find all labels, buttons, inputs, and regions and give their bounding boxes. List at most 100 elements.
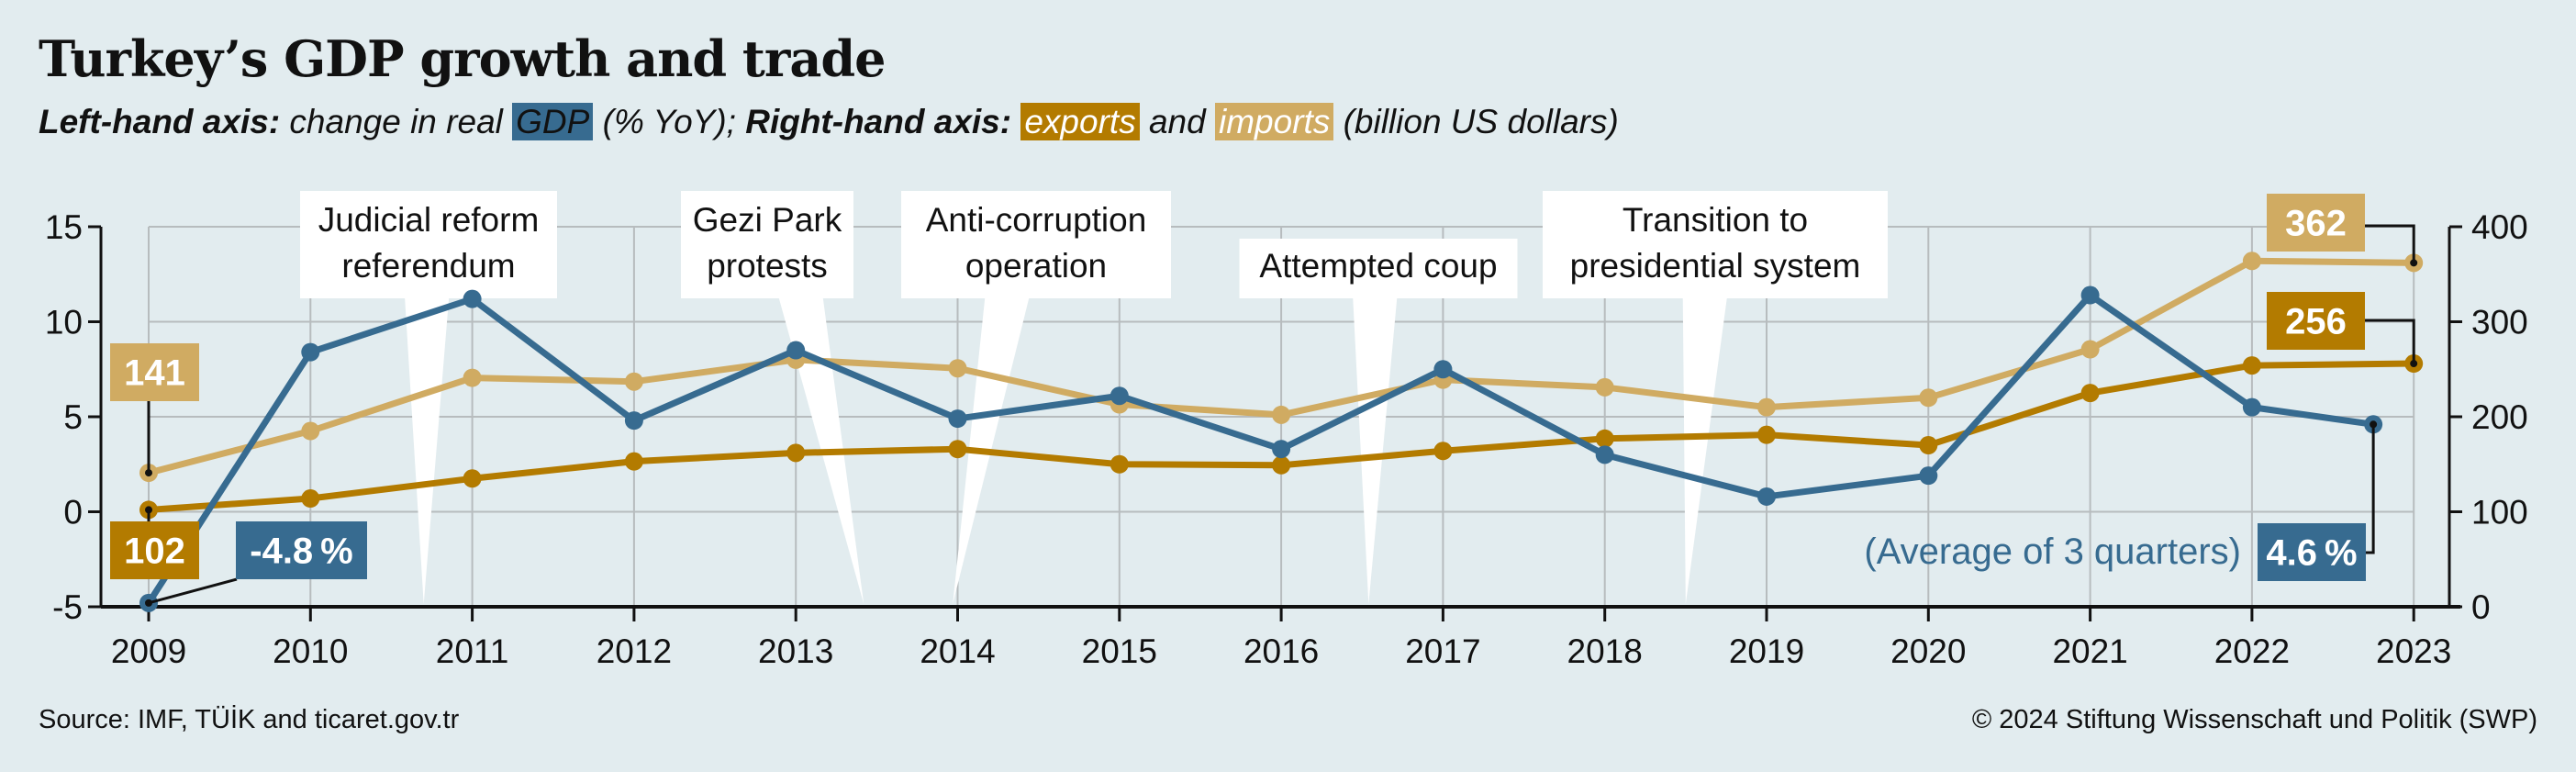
leader-dot bbox=[145, 599, 152, 607]
x-axis-tick-label: 2018 bbox=[1567, 632, 1643, 670]
annotation-callout: Gezi Park protests bbox=[681, 191, 864, 604]
annotation-text: operation bbox=[965, 247, 1107, 285]
annotation-pointer bbox=[405, 298, 450, 604]
annotations: Judicial reform referendum Gezi Park protes… bbox=[300, 191, 1888, 604]
x-axis-tick-label: 2009 bbox=[111, 632, 186, 670]
data-point-imports bbox=[1757, 397, 1776, 417]
data-point-gdp bbox=[2242, 397, 2261, 417]
data-point-exports bbox=[463, 469, 482, 488]
data-point-gdp bbox=[1433, 360, 1453, 379]
annotation-callout: Transition to presidential system bbox=[1543, 191, 1888, 604]
data-point-exports bbox=[2080, 384, 2100, 403]
left-axis-tick-label: 15 bbox=[45, 208, 83, 246]
data-point-imports bbox=[301, 421, 320, 441]
x-axis-tick-label: 2012 bbox=[597, 632, 672, 670]
leader-dot bbox=[2370, 420, 2378, 429]
data-point-gdp bbox=[2080, 285, 2100, 305]
data-point-imports bbox=[1272, 405, 1291, 424]
x-axis-tick-label: 2022 bbox=[2214, 632, 2290, 670]
right-axis-tick-label: 200 bbox=[2471, 398, 2528, 436]
data-point-imports bbox=[948, 359, 967, 378]
leader-line bbox=[2365, 224, 2415, 263]
data-point-imports bbox=[463, 368, 482, 387]
annotation-text: Transition to bbox=[1623, 201, 1808, 239]
value-label-box bbox=[110, 521, 199, 579]
chart-subtitle: Left-hand axis: change in real GDP (% Yo… bbox=[39, 103, 1619, 141]
value-label-text: 256 bbox=[2285, 302, 2347, 342]
leader-line bbox=[2365, 319, 2415, 364]
data-point-gdp bbox=[463, 289, 482, 308]
annotation-box bbox=[1543, 191, 1888, 298]
x-axis-tick-label: 2015 bbox=[1082, 632, 1157, 670]
data-point-exports bbox=[624, 452, 643, 471]
annotation-box bbox=[681, 191, 853, 298]
left-axis-unit: (% YoY); bbox=[593, 103, 746, 140]
data-point-exports bbox=[1919, 436, 1938, 455]
left-axis-label: Left-hand axis: bbox=[39, 103, 281, 140]
gdp-average-note: (Average of 3 quarters) bbox=[1864, 531, 2241, 572]
x-axis-tick-label: 2014 bbox=[920, 632, 995, 670]
left-axis-tick-label: 0 bbox=[63, 494, 83, 531]
data-point-gdp bbox=[1919, 466, 1938, 486]
annotation-text: presidential system bbox=[1570, 247, 1861, 285]
annotation-text: Attempted coup bbox=[1259, 247, 1497, 285]
leader-line bbox=[2366, 424, 2375, 554]
axes: -5 0 5 10 15 0 100 200 300 400 2009 2010 2011 2012 201… bbox=[45, 208, 2528, 670]
value-label-exports-2023: 256 bbox=[2267, 292, 2418, 368]
left-axis-tick-label: -5 bbox=[52, 588, 83, 626]
value-label-box bbox=[2258, 523, 2366, 581]
data-point-gdp bbox=[624, 411, 643, 431]
data-point-exports bbox=[1433, 442, 1453, 461]
data-point-imports bbox=[2080, 340, 2100, 359]
data-point-exports bbox=[948, 440, 967, 459]
value-label-gdp-2009: -4.8 % bbox=[145, 521, 367, 607]
annotation-callout: Anti-corruption operation bbox=[901, 191, 1171, 604]
data-point-imports bbox=[1595, 377, 1614, 397]
x-axis-tick-label: 2023 bbox=[2376, 632, 2451, 670]
value-label-exports-2009: 102 bbox=[110, 506, 199, 579]
data-point-exports bbox=[301, 489, 320, 509]
legend-imports-chip: imports bbox=[1215, 103, 1334, 140]
series-exports bbox=[139, 354, 2424, 520]
value-label-text: 141 bbox=[124, 353, 185, 394]
x-axis-tick-label: 2019 bbox=[1729, 632, 1804, 670]
annotation-callout: Judicial reform referendum bbox=[300, 191, 557, 604]
annotation-text: Judicial reform bbox=[318, 201, 540, 239]
value-label-text: 4.6 % bbox=[2266, 533, 2357, 574]
left-axis-tick-label: 5 bbox=[63, 398, 83, 436]
value-label-text: -4.8 % bbox=[250, 531, 353, 572]
leader-dot bbox=[2410, 259, 2418, 267]
value-label-box bbox=[2267, 194, 2365, 252]
value-label-imports-2023: 362 bbox=[2267, 194, 2418, 267]
data-point-exports bbox=[1595, 429, 1614, 448]
annotation-box bbox=[901, 191, 1171, 298]
value-label-gdp-2023: 4.6 % bbox=[2258, 420, 2378, 581]
data-point-gdp bbox=[1757, 487, 1776, 506]
data-point-exports bbox=[1757, 425, 1776, 444]
right-axis-tick-label: 100 bbox=[2471, 494, 2528, 531]
data-point-exports bbox=[2242, 356, 2261, 375]
right-axis-tick-label: 300 bbox=[2471, 304, 2528, 341]
annotation-box bbox=[300, 191, 557, 298]
data-point-gdp bbox=[301, 342, 320, 362]
x-axis-tick-label: 2010 bbox=[273, 632, 348, 670]
source-note: Source: IMF, TÜİK and ticaret.gov.tr bbox=[39, 705, 460, 734]
series-gdp bbox=[139, 285, 2383, 612]
data-point-imports bbox=[2242, 252, 2261, 271]
right-axis-label: Right-hand axis: bbox=[745, 103, 1012, 140]
annotation-text: Gezi Park bbox=[693, 201, 842, 239]
annotation-pointer bbox=[1682, 298, 1727, 604]
data-point-gdp bbox=[1110, 386, 1129, 406]
data-point-imports bbox=[1919, 388, 1938, 408]
x-axis-tick-label: 2020 bbox=[1890, 632, 1966, 670]
left-axis-text: change in real bbox=[280, 103, 513, 140]
right-axis-unit: (billion US dollars) bbox=[1333, 103, 1619, 140]
value-labels: 141 102 -4.8 % 362 256 4.6 % (Average of 3 qua… bbox=[110, 194, 2418, 607]
annotation-text: Anti-corruption bbox=[926, 201, 1147, 239]
data-point-exports bbox=[786, 443, 806, 463]
value-label-text: 102 bbox=[124, 531, 185, 572]
leader-dot bbox=[2410, 360, 2418, 368]
annotation-callout: Attempted coup bbox=[1239, 239, 1518, 604]
data-point-gdp bbox=[786, 341, 806, 360]
